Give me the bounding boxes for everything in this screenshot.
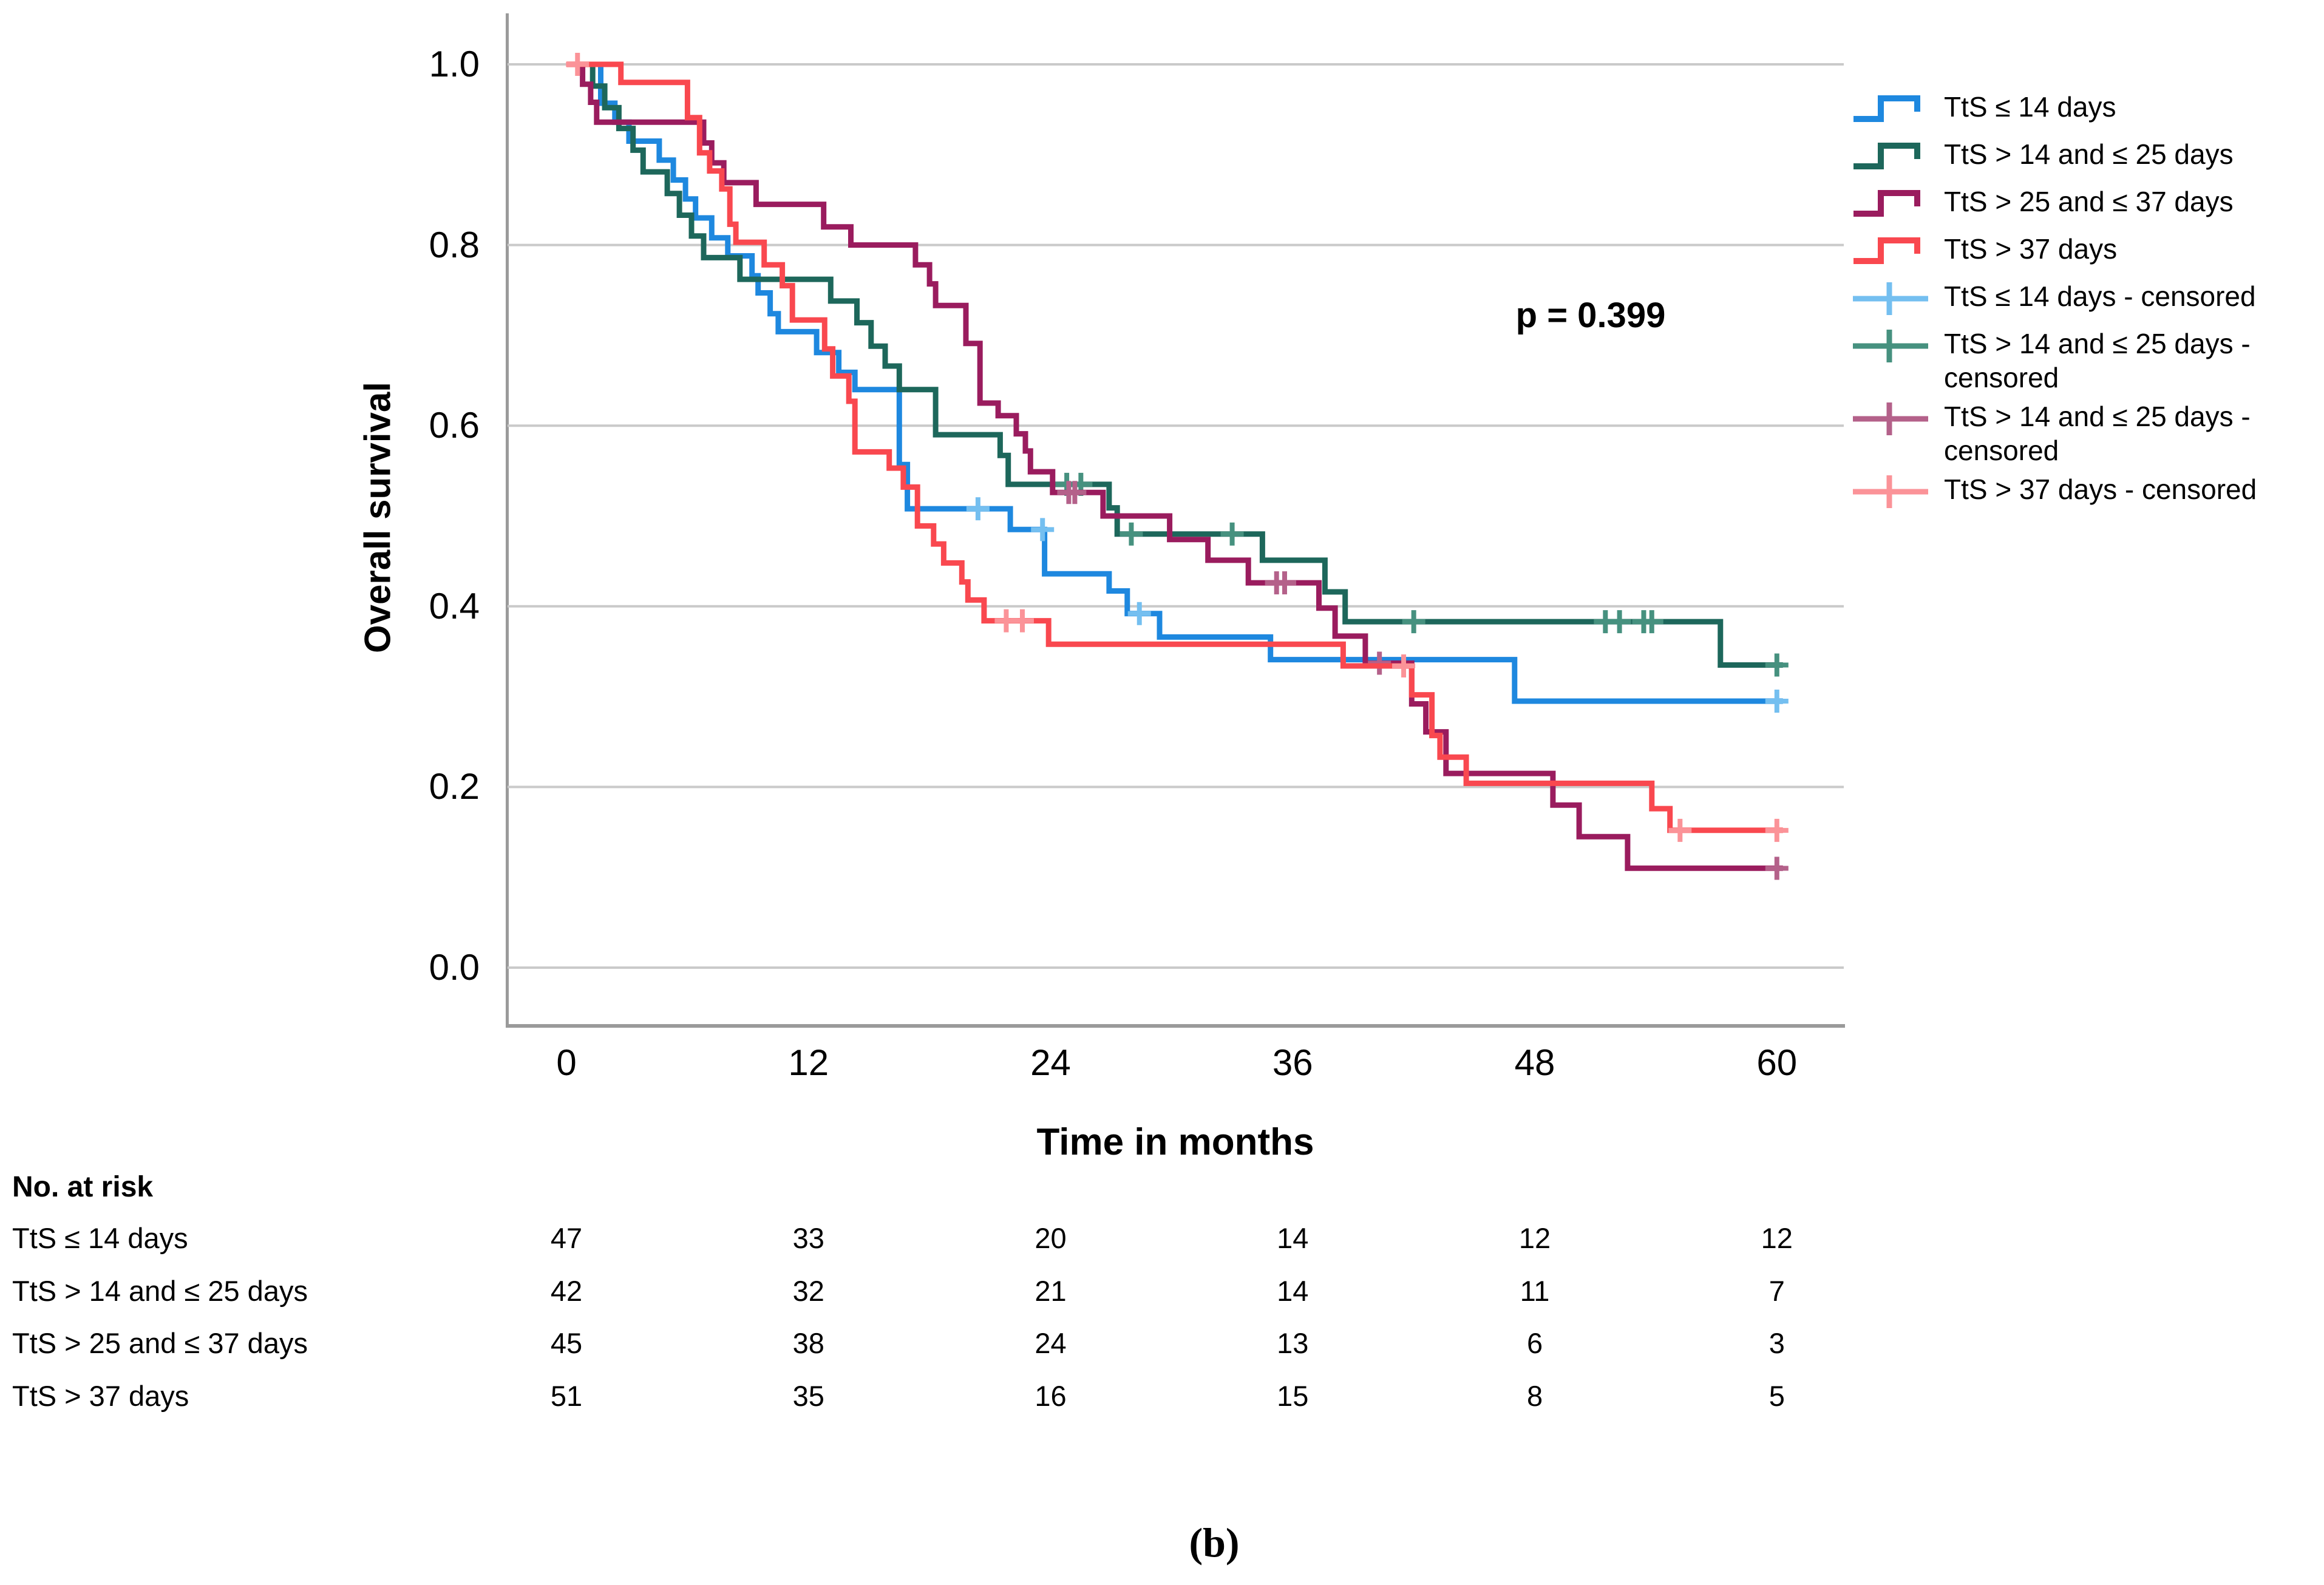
y-axis-line	[506, 13, 509, 1026]
legend-item-7: TtS > 14 and ≤ 25 days - censored	[1852, 399, 2324, 467]
p-value-annotation: p = 0.399	[1515, 296, 1666, 335]
legend-item-label: TtS > 14 and ≤ 25 days - censored	[1944, 401, 2251, 466]
figure-caption: (b)	[1189, 1519, 1240, 1566]
risk-value: 14	[1277, 1275, 1309, 1307]
y-tick-label: 0.6	[429, 405, 480, 446]
legend-item-label: TtS > 37 days - censored	[1944, 473, 2257, 505]
risk-value: 8	[1526, 1380, 1543, 1412]
legend-item-label: TtS ≤ 14 days	[1944, 91, 2116, 123]
legend-line-swatch-icon	[1853, 143, 1920, 169]
risk-row-label: TtS ≤ 14 days	[12, 1222, 188, 1254]
risk-value: 12	[1761, 1222, 1793, 1254]
legend-item-label: TtS ≤ 14 days - censored	[1944, 280, 2256, 312]
risk-value: 6	[1526, 1327, 1543, 1359]
legend-item-8: TtS > 37 days - censored	[1852, 472, 2324, 510]
risk-value: 42	[550, 1275, 583, 1307]
x-tick-label: 36	[1272, 1042, 1313, 1083]
risk-value: 24	[1035, 1327, 1067, 1359]
legend-censor-plus-icon	[1853, 475, 1928, 508]
legend-item-6: TtS > 14 and ≤ 25 days - censored	[1852, 327, 2324, 395]
legend-item-label: TtS > 25 and ≤ 37 days	[1944, 186, 2234, 217]
risk-value: 47	[550, 1222, 583, 1254]
x-axis-line	[506, 1024, 1845, 1028]
risk-row-label: TtS > 14 and ≤ 25 days	[12, 1275, 308, 1307]
risk-table-title: No. at risk	[12, 1171, 154, 1203]
legend-item-1: TtS ≤ 14 days	[1852, 90, 2324, 127]
risk-value: 14	[1277, 1222, 1309, 1254]
y-axis-title: Overall survival	[357, 382, 398, 653]
risk-value: 35	[792, 1380, 824, 1412]
legend-item-label: TtS > 14 and ≤ 25 days	[1944, 138, 2234, 170]
survival-curve-3	[566, 61, 1783, 871]
legend-censor-plus-icon	[1853, 282, 1928, 315]
risk-value: 7	[1768, 1275, 1785, 1307]
y-tick-label: 0.0	[429, 947, 480, 988]
survival-curve-1	[566, 61, 1783, 704]
legend-censor-plus-icon	[1853, 402, 1928, 435]
y-tick-label: 0.4	[429, 585, 480, 626]
risk-value: 5	[1768, 1380, 1785, 1412]
risk-row-label: TtS > 25 and ≤ 37 days	[12, 1327, 308, 1359]
risk-value: 33	[792, 1222, 824, 1254]
legend-item-4: TtS > 37 days	[1852, 232, 2324, 270]
legend: TtS ≤ 14 days TtS > 14 and ≤ 25 days TtS >…	[1852, 90, 2324, 520]
risk-value: 13	[1277, 1327, 1309, 1359]
risk-value: 32	[792, 1275, 824, 1307]
km-plot-area	[508, 53, 1844, 969]
risk-value: 20	[1035, 1222, 1067, 1254]
legend-censor-plus-icon	[1853, 330, 1928, 362]
risk-row-label: TtS > 37 days	[12, 1380, 189, 1412]
survival-curve-4	[566, 61, 1783, 833]
y-tick-label: 1.0	[429, 44, 480, 84]
x-tick-label: 0	[556, 1042, 577, 1083]
x-tick-label: 60	[1756, 1042, 1798, 1083]
x-tick-label: 12	[788, 1042, 829, 1083]
legend-item-label: TtS > 14 and ≤ 25 days - censored	[1944, 328, 2251, 393]
x-tick-label: 24	[1030, 1042, 1071, 1083]
risk-value: 16	[1035, 1380, 1067, 1412]
risk-value: 11	[1520, 1275, 1550, 1307]
risk-value: 38	[792, 1327, 824, 1359]
legend-item-5: TtS ≤ 14 days - censored	[1852, 279, 2324, 317]
legend-line-swatch-icon	[1853, 237, 1920, 264]
y-tick-label: 0.2	[429, 766, 480, 807]
risk-value: 51	[550, 1380, 583, 1412]
risk-value: 12	[1518, 1222, 1551, 1254]
risk-value: 15	[1277, 1380, 1309, 1412]
legend-item-label: TtS > 37 days	[1944, 233, 2118, 265]
y-tick-label: 0.8	[429, 224, 480, 265]
x-tick-label: 48	[1514, 1042, 1555, 1083]
x-axis-title: Time in months	[1036, 1121, 1314, 1163]
legend-item-2: TtS > 14 and ≤ 25 days	[1852, 137, 2324, 175]
risk-value: 45	[550, 1327, 583, 1359]
risk-value: 21	[1035, 1275, 1067, 1307]
legend-line-swatch-icon	[1853, 190, 1920, 217]
risk-value: 3	[1768, 1327, 1785, 1359]
legend-line-swatch-icon	[1853, 95, 1920, 122]
legend-item-3: TtS > 25 and ≤ 37 days	[1852, 185, 2324, 222]
survival-curve-2	[566, 61, 1783, 668]
